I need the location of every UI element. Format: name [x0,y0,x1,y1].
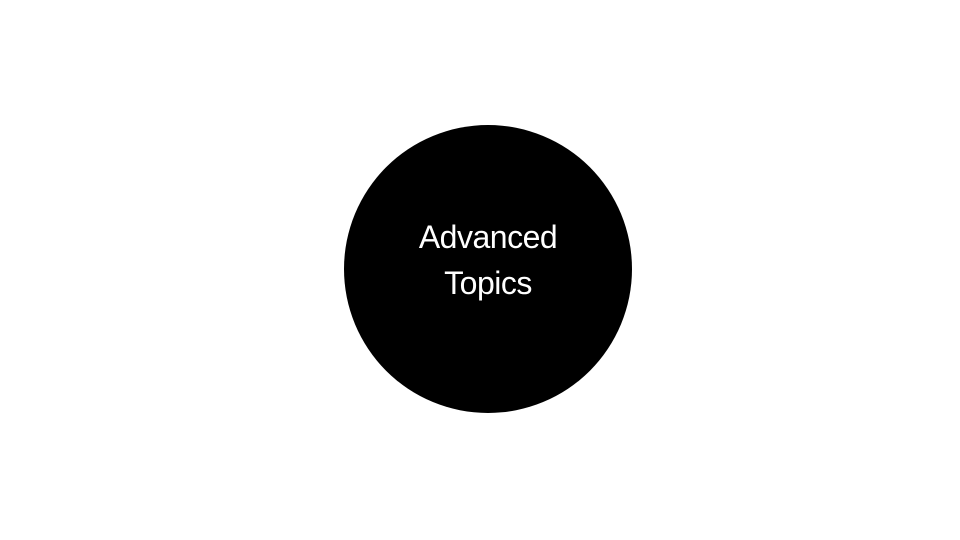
topic-label: Advanced Topics [418,214,558,306]
topic-circle-node: Advanced Topics [344,125,632,413]
topic-label-line-2: Topics [444,265,532,301]
topic-label-line-1: Advanced [418,219,558,255]
